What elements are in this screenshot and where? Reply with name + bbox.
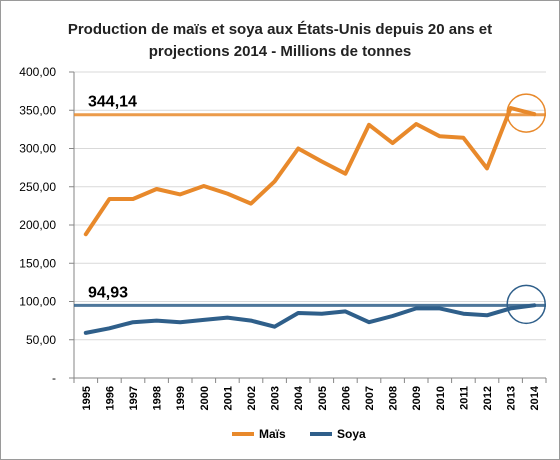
legend-label: Soya [337, 427, 366, 441]
data-point [462, 312, 465, 315]
y-tick-label: 250,00 [19, 180, 56, 194]
x-tick-label: 2011 [458, 386, 470, 410]
data-point [297, 311, 300, 315]
highlight-circle [506, 93, 546, 133]
y-tick-label: 100,00 [19, 295, 56, 309]
x-tick-label: 1995 [81, 386, 93, 410]
x-tick-label: 1998 [152, 386, 164, 410]
grid-lines [74, 71, 546, 341]
data-point [391, 314, 394, 318]
x-tick-label: 2000 [199, 386, 211, 410]
data-point [509, 307, 512, 310]
x-tick-label: 1996 [104, 386, 116, 410]
data-point [533, 304, 536, 307]
highlight-circle [506, 284, 546, 325]
data-point [533, 112, 536, 116]
y-tick-label: - [52, 371, 56, 385]
y-tick-label: 50,00 [26, 333, 56, 347]
x-tick-label: 2013 [506, 386, 518, 410]
data-point [108, 197, 111, 201]
chart-title-line-2: projections 2014 - Millions de tonnes [149, 43, 412, 60]
x-tick-label: 2014 [529, 385, 541, 410]
data-point [297, 147, 300, 150]
x-tick-label: 2007 [364, 386, 376, 410]
reference-label: 94,93 [88, 284, 128, 301]
data-point [84, 232, 88, 236]
data-point [84, 331, 88, 335]
data-point [202, 184, 205, 188]
legend-label: Maïs [259, 427, 286, 441]
data-point [344, 172, 347, 175]
series-line [83, 303, 537, 335]
x-tick-label: 2008 [388, 386, 400, 410]
x-tick-label: 2010 [435, 386, 447, 410]
data-point [509, 106, 512, 110]
data-point [108, 327, 111, 330]
data-point [131, 197, 135, 201]
data-point [202, 318, 205, 322]
y-tick-labels: - 50,00 100,00 150,00 200,00 250,00 300,00 350,… [19, 65, 56, 385]
data-point [249, 202, 253, 205]
data-point [273, 180, 276, 183]
series-lines [83, 106, 537, 335]
x-tick-label: 2005 [317, 386, 329, 410]
data-point [131, 320, 135, 324]
data-point [273, 325, 276, 328]
data-point [320, 160, 323, 163]
reference-lines: 344,14 94,93 [74, 94, 546, 307]
axes [69, 71, 547, 383]
y-tick-label: 200,00 [19, 218, 56, 232]
data-point [485, 167, 489, 170]
series-line [83, 106, 537, 237]
data-point [415, 122, 418, 126]
x-tick-label: 2006 [340, 386, 352, 410]
legend: Maïs Soya [232, 427, 366, 441]
data-point [179, 320, 182, 324]
data-point [226, 192, 229, 195]
data-point [155, 319, 158, 322]
x-tick-label: 1997 [128, 386, 140, 410]
data-point [344, 310, 347, 313]
x-tick-label: 2003 [270, 386, 282, 410]
data-point [320, 312, 323, 315]
y-tick-label: 300,00 [19, 142, 56, 156]
reference-label: 344,14 [88, 94, 137, 111]
x-tick-label: 2002 [246, 386, 258, 410]
data-point [438, 135, 441, 138]
x-tick-label: 1999 [175, 386, 187, 410]
y-tick-label: 350,00 [19, 103, 56, 117]
x-tick-label: 2012 [482, 386, 494, 410]
y-tick-label: 400,00 [19, 65, 56, 79]
data-point [438, 307, 441, 310]
x-tick-label: 2009 [411, 386, 423, 410]
data-point [391, 141, 394, 145]
data-point [462, 136, 465, 139]
chart-title-line-1: Production de maïs et soya aux États-Uni… [68, 21, 492, 38]
x-tick-labels: 1995 1996 1997 1998 1999 2000 2001 2002 2003 2004… [81, 385, 541, 410]
highlight-circles [506, 93, 546, 325]
y-tick-label: 150,00 [19, 256, 56, 270]
data-point [367, 123, 371, 126]
data-point [155, 187, 158, 191]
x-tick-label: 2004 [293, 385, 305, 410]
data-point [367, 320, 371, 324]
data-point [485, 314, 489, 317]
data-point [415, 307, 418, 310]
x-tick-label: 2001 [222, 386, 234, 410]
data-point [226, 316, 229, 319]
data-point [179, 193, 182, 196]
data-point [249, 319, 253, 322]
